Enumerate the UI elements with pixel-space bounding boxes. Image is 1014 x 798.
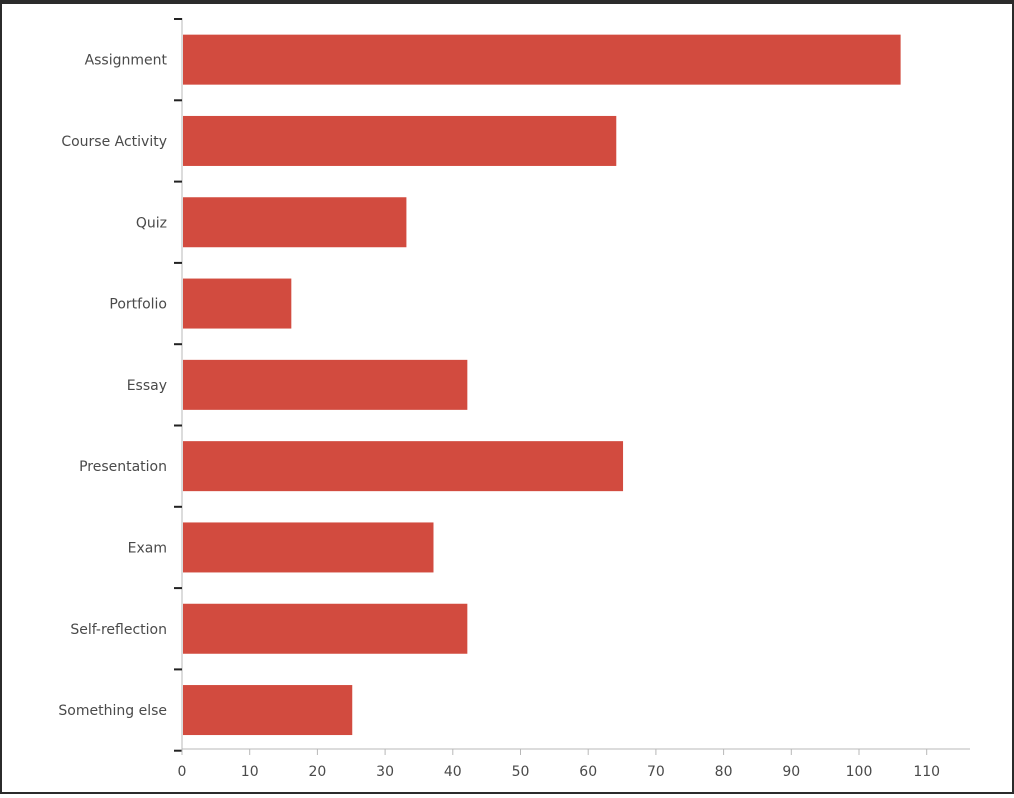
category-labels: Assignment Course Activity Quiz Portfolio Es… <box>58 53 167 719</box>
x-tick-label-40: 40 <box>444 764 462 780</box>
category-label-portfolio: Portfolio <box>109 297 167 313</box>
bar-quiz[interactable] <box>183 197 407 248</box>
bar-presentation[interactable] <box>183 441 624 492</box>
category-label-presentation: Presentation <box>79 459 167 475</box>
x-tick-label-70: 70 <box>647 764 665 780</box>
bar-essay[interactable] <box>183 359 468 410</box>
bar-something-else[interactable] <box>183 685 353 736</box>
x-tick-label-20: 20 <box>308 764 326 780</box>
x-tick-label-0: 0 <box>178 764 187 780</box>
x-tick-labels: 0 10 20 30 40 50 60 70 80 90 100 110 <box>178 764 941 780</box>
bar-portfolio[interactable] <box>183 278 292 329</box>
x-tick-label-30: 30 <box>376 764 394 780</box>
axes <box>181 18 970 750</box>
x-tick-label-90: 90 <box>782 764 800 780</box>
x-tick-label-60: 60 <box>579 764 597 780</box>
x-ticks <box>181 749 928 755</box>
bar-chart: Assignment Course Activity Quiz Portfolio Es… <box>58 18 970 780</box>
category-label-quiz: Quiz <box>136 215 167 231</box>
category-ticks <box>174 18 182 752</box>
bars-layer <box>183 34 901 736</box>
category-label-course-activity: Course Activity <box>61 134 167 150</box>
bar-course-activity[interactable] <box>183 115 617 166</box>
bar-assignment[interactable] <box>183 34 901 85</box>
bar-exam[interactable] <box>183 522 434 573</box>
category-label-essay: Essay <box>127 378 167 394</box>
x-tick-label-110: 110 <box>913 764 940 780</box>
x-tick-label-10: 10 <box>241 764 259 780</box>
category-label-self-reflection: Self-reflection <box>70 622 167 638</box>
category-label-assignment: Assignment <box>85 53 168 69</box>
x-tick-label-80: 80 <box>715 764 733 780</box>
bar-self-reflection[interactable] <box>183 603 468 654</box>
category-label-something-else: Something else <box>58 703 167 719</box>
category-label-exam: Exam <box>128 540 167 556</box>
x-tick-label-100: 100 <box>846 764 873 780</box>
x-tick-label-50: 50 <box>512 764 530 780</box>
